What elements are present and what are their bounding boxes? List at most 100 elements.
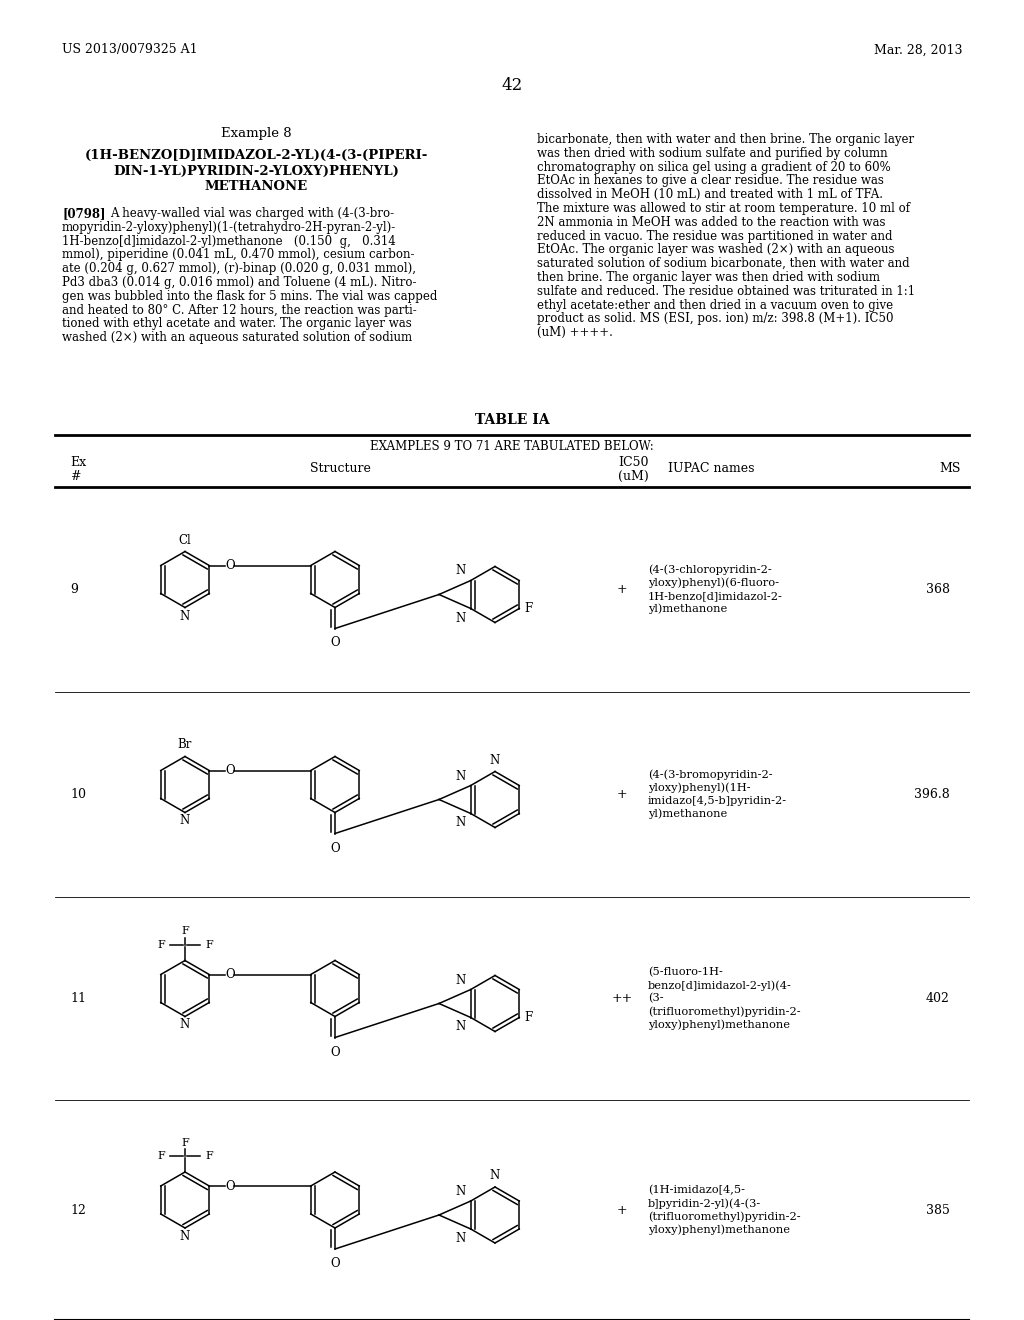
Text: N: N <box>180 1230 190 1243</box>
Text: (5-fluoro-1H-: (5-fluoro-1H- <box>648 968 723 978</box>
Text: yl)methanone: yl)methanone <box>648 603 727 614</box>
Text: Structure: Structure <box>309 462 371 475</box>
Text: N: N <box>456 1020 466 1034</box>
Text: +: + <box>616 788 628 801</box>
Text: EtOAc. The organic layer was washed (2×) with an aqueous: EtOAc. The organic layer was washed (2×)… <box>537 243 895 256</box>
Text: washed (2×) with an aqueous saturated solution of sodium: washed (2×) with an aqueous saturated so… <box>62 331 412 345</box>
Text: chromatography on silica gel using a gradient of 20 to 60%: chromatography on silica gel using a gra… <box>537 161 891 174</box>
Text: ate (0.204 g, 0.627 mmol), (r)-binap (0.020 g, 0.031 mmol),: ate (0.204 g, 0.627 mmol), (r)-binap (0.… <box>62 263 416 275</box>
Text: sulfate and reduced. The residue obtained was triturated in 1:1: sulfate and reduced. The residue obtaine… <box>537 285 915 298</box>
Text: b]pyridin-2-yl)(4-(3-: b]pyridin-2-yl)(4-(3- <box>648 1199 761 1209</box>
Text: Pd3 dba3 (0.014 g, 0.016 mmol) and Toluene (4 mL). Nitro-: Pd3 dba3 (0.014 g, 0.016 mmol) and Tolue… <box>62 276 417 289</box>
Text: 2N ammonia in MeOH was added to the reaction with was: 2N ammonia in MeOH was added to the reac… <box>537 215 886 228</box>
Text: Cl: Cl <box>178 533 191 546</box>
Text: 9: 9 <box>70 583 78 597</box>
Text: The mixture was allowed to stir at room temperature. 10 ml of: The mixture was allowed to stir at room … <box>537 202 910 215</box>
Text: N: N <box>489 754 500 767</box>
Text: O: O <box>225 558 236 572</box>
Text: (4-(3-chloropyridin-2-: (4-(3-chloropyridin-2- <box>648 565 772 576</box>
Text: O: O <box>330 842 340 854</box>
Text: IC50: IC50 <box>618 457 648 470</box>
Text: 11: 11 <box>70 993 86 1005</box>
Text: TABLE IA: TABLE IA <box>475 413 549 426</box>
Text: F: F <box>158 1151 165 1162</box>
Text: O: O <box>330 636 340 649</box>
Text: EXAMPLES 9 TO 71 ARE TABULATED BELOW:: EXAMPLES 9 TO 71 ARE TABULATED BELOW: <box>370 441 654 454</box>
Text: #: # <box>70 470 81 483</box>
Text: then brine. The organic layer was then dried with sodium: then brine. The organic layer was then d… <box>537 271 880 284</box>
Text: F: F <box>181 927 188 936</box>
Text: dissolved in MeOH (10 mL) and treated with 1 mL of TFA.: dissolved in MeOH (10 mL) and treated wi… <box>537 189 883 201</box>
Text: mmol), piperidine (0.041 mL, 0.470 mmol), cesium carbon-: mmol), piperidine (0.041 mL, 0.470 mmol)… <box>62 248 415 261</box>
Text: yloxy)phenyl)(6-fluoro-: yloxy)phenyl)(6-fluoro- <box>648 578 779 589</box>
Text: DIN-1-YL)PYRIDIN-2-YLOXY)PHENYL): DIN-1-YL)PYRIDIN-2-YLOXY)PHENYL) <box>113 165 399 177</box>
Text: Br: Br <box>178 738 193 751</box>
Text: 396.8: 396.8 <box>914 788 950 801</box>
Text: imidazo[4,5-b]pyridin-2-: imidazo[4,5-b]pyridin-2- <box>648 796 787 807</box>
Text: saturated solution of sodium bicarbonate, then with water and: saturated solution of sodium bicarbonate… <box>537 257 909 271</box>
Text: 1H-benzo[d]imidazol-2-yl)methanone   (0.150  g,   0.314: 1H-benzo[d]imidazol-2-yl)methanone (0.15… <box>62 235 395 248</box>
Text: F: F <box>205 940 213 949</box>
Text: N: N <box>456 611 466 624</box>
Text: N: N <box>456 770 466 783</box>
Text: (uM): (uM) <box>618 470 649 483</box>
Text: MS: MS <box>939 462 961 475</box>
Text: F: F <box>524 602 532 615</box>
Text: yloxy)phenyl)(1H-: yloxy)phenyl)(1H- <box>648 783 751 793</box>
Text: N: N <box>456 817 466 829</box>
Text: F: F <box>181 1138 188 1148</box>
Text: 42: 42 <box>502 77 522 94</box>
Text: (uM) ++++.: (uM) ++++. <box>537 326 613 339</box>
Text: N: N <box>456 1232 466 1245</box>
Text: ethyl acetate:ether and then dried in a vacuum oven to give: ethyl acetate:ether and then dried in a … <box>537 298 893 312</box>
Text: (trifluoromethyl)pyridin-2-: (trifluoromethyl)pyridin-2- <box>648 1212 801 1222</box>
Text: O: O <box>330 1257 340 1270</box>
Text: reduced in vacuo. The residue was partitioned in water and: reduced in vacuo. The residue was partit… <box>537 230 893 243</box>
Text: N: N <box>489 1170 500 1181</box>
Text: (3-: (3- <box>648 994 664 1003</box>
Text: O: O <box>225 968 236 981</box>
Text: F: F <box>524 1011 532 1024</box>
Text: N: N <box>456 974 466 986</box>
Text: ++: ++ <box>611 993 633 1005</box>
Text: N: N <box>456 565 466 578</box>
Text: O: O <box>225 764 236 777</box>
Text: Example 8: Example 8 <box>221 127 291 140</box>
Text: EtOAc in hexanes to give a clear residue. The residue was: EtOAc in hexanes to give a clear residue… <box>537 174 884 187</box>
Text: (1H-imidazo[4,5-: (1H-imidazo[4,5- <box>648 1185 745 1196</box>
Text: O: O <box>330 1045 340 1059</box>
Text: (4-(3-bromopyridin-2-: (4-(3-bromopyridin-2- <box>648 770 773 780</box>
Text: IUPAC names: IUPAC names <box>668 462 755 475</box>
Text: Mar. 28, 2013: Mar. 28, 2013 <box>873 44 962 57</box>
Text: A heavy-walled vial was charged with (4-(3-bro-: A heavy-walled vial was charged with (4-… <box>110 207 394 220</box>
Text: (trifluoromethyl)pyridin-2-: (trifluoromethyl)pyridin-2- <box>648 1006 801 1016</box>
Text: 385: 385 <box>926 1204 950 1217</box>
Text: N: N <box>456 1185 466 1199</box>
Text: +: + <box>616 583 628 597</box>
Text: yloxy)phenyl)methanone: yloxy)phenyl)methanone <box>648 1019 790 1030</box>
Text: +: + <box>616 1204 628 1217</box>
Text: F: F <box>205 1151 213 1162</box>
Text: 402: 402 <box>926 993 950 1005</box>
Text: yloxy)phenyl)methanone: yloxy)phenyl)methanone <box>648 1224 790 1234</box>
Text: (1H-BENZO[D]IMIDAZOL-2-YL)(4-(3-(PIPERI-: (1H-BENZO[D]IMIDAZOL-2-YL)(4-(3-(PIPERI- <box>84 149 428 161</box>
Text: N: N <box>180 1019 190 1031</box>
Text: Ex: Ex <box>70 457 86 470</box>
Text: US 2013/0079325 A1: US 2013/0079325 A1 <box>62 44 198 57</box>
Text: 10: 10 <box>70 788 86 801</box>
Text: and heated to 80° C. After 12 hours, the reaction was parti-: and heated to 80° C. After 12 hours, the… <box>62 304 417 317</box>
Text: N: N <box>180 610 190 623</box>
Text: was then dried with sodium sulfate and purified by column: was then dried with sodium sulfate and p… <box>537 147 888 160</box>
Text: gen was bubbled into the flask for 5 mins. The vial was capped: gen was bubbled into the flask for 5 min… <box>62 290 437 302</box>
Text: yl)methanone: yl)methanone <box>648 809 727 820</box>
Text: bicarbonate, then with water and then brine. The organic layer: bicarbonate, then with water and then br… <box>537 133 914 147</box>
Text: tioned with ethyl acetate and water. The organic layer was: tioned with ethyl acetate and water. The… <box>62 317 412 330</box>
Text: 368: 368 <box>926 583 950 597</box>
Text: METHANONE: METHANONE <box>205 181 307 194</box>
Text: N: N <box>180 814 190 828</box>
Text: product as solid. MS (ESI, pos. ion) m/z: 398.8 (M+1). IC50: product as solid. MS (ESI, pos. ion) m/z… <box>537 313 894 326</box>
Text: F: F <box>158 940 165 949</box>
Text: O: O <box>225 1180 236 1192</box>
Text: 1H-benzo[d]imidazol-2-: 1H-benzo[d]imidazol-2- <box>648 591 783 601</box>
Text: benzo[d]imidazol-2-yl)(4-: benzo[d]imidazol-2-yl)(4- <box>648 981 792 991</box>
